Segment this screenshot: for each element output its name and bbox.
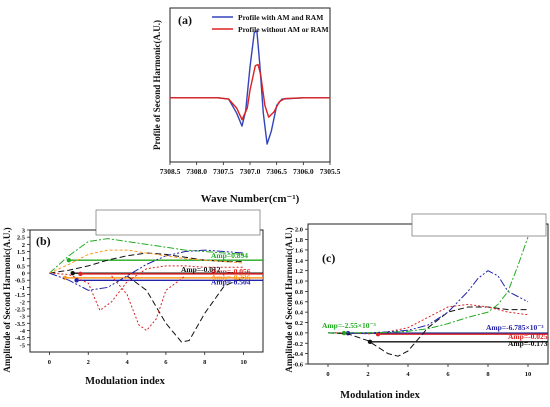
y-tick-label: 1	[22, 256, 25, 263]
y-tick-label: -0.5	[15, 278, 26, 285]
x-tick-label: 7306.0	[293, 167, 314, 176]
x-tick-label: 0	[326, 371, 329, 378]
panel-b-legend-box	[95, 209, 261, 236]
x-tick-label: 2	[87, 359, 90, 366]
y-tick-label: 2.0	[295, 227, 303, 234]
panel-a-chart: 7308.5 7308.0 7307.5 7307.0 7306.5 7306.0 7305…	[152, 7, 341, 205]
amp-marker-point	[74, 278, 79, 283]
amp-annotation-label: Amp=-2.55×10⁻³	[322, 321, 376, 330]
panel-b-label: (b)	[36, 234, 51, 248]
panel-c-plot-frame	[307, 223, 549, 365]
y-tick-label: -0.4	[293, 351, 304, 358]
panel-a-legend: Profile with AM and RAM Profile without …	[212, 13, 329, 34]
x-tick-label: 6	[164, 359, 168, 366]
x-tick-label: 10	[240, 359, 247, 366]
y-tick-label: 0.0	[295, 330, 303, 337]
x-tick-label: 8	[486, 371, 490, 378]
y-tick-label: -2	[20, 299, 25, 306]
y-tick-label: 0	[22, 271, 25, 278]
series-line-7306-3-cm	[49, 265, 244, 311]
legend-label-without-am-ram: Profile without AM or RAM	[238, 25, 329, 34]
series-line-7307-7-cm	[328, 236, 529, 334]
y-tick-label: -4.5	[15, 335, 26, 342]
panel-c-chart: 0 2 4 6 8 10 -0.6 -0.4 -0.2 0.0 0.2 0.4 0.6 0.8 1.0 1.2…	[284, 213, 549, 401]
y-tick-label: 1.8	[295, 237, 304, 244]
y-tick-label: -3.5	[15, 321, 26, 328]
x-tick-label: 7307.0	[240, 167, 261, 176]
panel-a-label: (a)	[178, 13, 192, 27]
panel-c-label: (c)	[322, 251, 335, 265]
x-tick-label: 2	[366, 371, 369, 378]
y-tick-label: 1.6	[295, 247, 304, 254]
amp-annotation-label: Amp=-0.504	[211, 277, 251, 286]
panel-a-marks: 7308.5 7308.0 7307.5 7307.0 7306.5 7306.0 7305…	[160, 30, 341, 176]
panel-b-chart: 0 2 4 6 8 10-5-4.5-4-3.5-3-2.5-2-1.5-1-0.500.…	[2, 209, 264, 387]
x-tick-label: 0	[48, 359, 51, 366]
y-tick-label: -3	[20, 314, 26, 321]
y-tick-label: 0.2	[295, 320, 303, 327]
amp-annotation-label: Amp=-6.785×10⁻³	[486, 323, 544, 332]
x-tick-label: 7308.0	[186, 167, 207, 176]
y-tick-label: 1.2	[295, 268, 303, 275]
panel-b-x-axis-title: Modulation index	[85, 376, 165, 387]
y-tick-label: 0.4	[295, 310, 304, 317]
y-tick-label: 0.8	[295, 289, 304, 296]
amp-annotation-label: Amp=-0.012	[181, 265, 221, 274]
series-line-7306-1-trough	[126, 275, 244, 343]
x-tick-label: 10	[525, 371, 532, 378]
y-tick-label: 3	[22, 228, 26, 235]
y-tick-label: 2	[22, 242, 25, 249]
series-line-7307-1-cm	[327, 306, 528, 357]
amp-marker-point	[62, 275, 68, 281]
y-tick-label: 1.4	[295, 258, 304, 265]
x-tick-label: 7308.5	[160, 167, 181, 176]
y-tick-label: 2.5	[17, 235, 26, 242]
y-tick-label: -1	[20, 285, 25, 292]
amp-marker-point	[70, 271, 75, 276]
y-tick-label: -4	[20, 328, 26, 335]
panel-b-legend	[95, 209, 261, 236]
y-tick-label: 1.0	[295, 279, 303, 286]
series-line-7306-7-cm	[49, 238, 244, 274]
y-tick-label: -0.2	[293, 341, 303, 348]
amp-marker-point	[66, 258, 72, 263]
amp-annotation-label: Amp=-0.056	[211, 267, 251, 276]
x-tick-label: 4	[125, 359, 129, 366]
x-tick-label: 7307.5	[213, 167, 234, 176]
y-tick-label: -1.5	[15, 292, 26, 299]
x-tick-label: 7305.5	[320, 167, 341, 176]
y-tick-label: 0.6	[295, 299, 304, 306]
x-tick-label: 8	[203, 359, 207, 366]
legend-label-with-am-ram: Profile with AM and RAM	[238, 13, 323, 22]
amp-annotation-label: Amp=0.894	[211, 251, 248, 260]
series-line-7306-9-cm	[49, 249, 244, 274]
series-line-profile-without-am-or-ram	[170, 63, 330, 121]
panel-a-x-axis-title: Wave Number(cm⁻¹)	[201, 193, 300, 205]
panel-a-plot-frame	[169, 7, 331, 163]
panel-a-y-axis-title: Profile of Second Harmonic(A.U.)	[152, 20, 162, 150]
x-tick-label: 7306.5	[266, 167, 287, 176]
y-tick-label: -2.5	[15, 306, 26, 313]
amp-marker-point	[78, 271, 83, 277]
amp-annotation-label: Amp=-0.173	[508, 339, 548, 348]
panel-c-x-axis-title: Modulation index	[340, 390, 420, 401]
panel-c-legend	[411, 213, 547, 237]
amp-annotation-label: Amp=-0.336	[211, 273, 251, 282]
y-tick-label: -0.6	[293, 362, 304, 369]
x-tick-label: 4	[406, 371, 410, 378]
series-line-7306-3-trough	[111, 275, 186, 331]
y-tick-label: 1.5	[17, 249, 26, 256]
amp-annotation-label: Amp=-0.025	[508, 332, 548, 341]
panel-b-y-axis-title: Amplitude of Second Harmonic(A.U.)	[2, 227, 12, 372]
panel-b-plot-frame	[29, 229, 264, 353]
series-line-7307-3-cm	[328, 303, 529, 335]
panel-c-y-axis-title: Amplitude of Second Harmonic(A.U.)	[284, 227, 294, 372]
panel-c-legend-box	[411, 213, 547, 237]
x-tick-label: 6	[446, 371, 450, 378]
y-tick-label: -5	[20, 342, 26, 349]
y-tick-label: 0.5	[17, 263, 26, 270]
